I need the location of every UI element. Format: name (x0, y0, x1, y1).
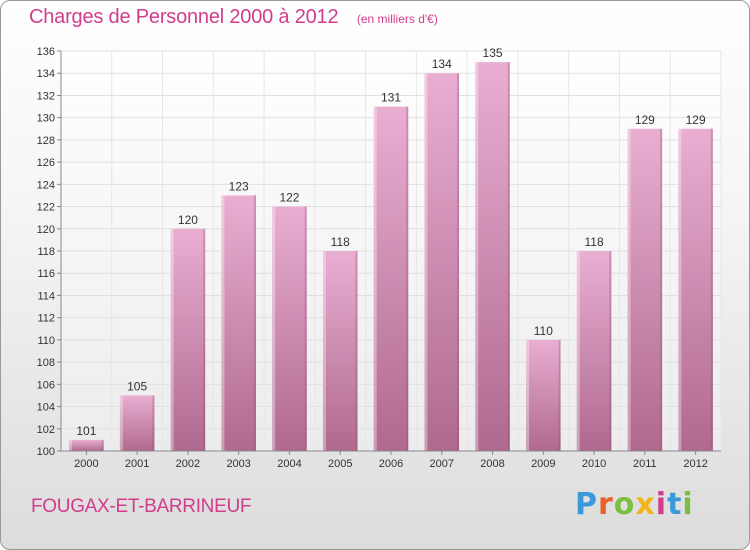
bar-shade (253, 195, 256, 451)
y-tick-label: 114 (37, 290, 55, 302)
logo-letter: x (635, 487, 656, 522)
bar-2012 (678, 128, 713, 451)
y-tick-label: 108 (37, 357, 55, 369)
y-tick-label: 128 (37, 135, 55, 147)
bar-highlight (576, 251, 580, 451)
bar-highlight (424, 73, 428, 451)
commune-name: FOUGAX-ET-BARRINEUF (31, 496, 252, 517)
x-tick-label: 2000 (74, 458, 98, 470)
chart-title: Charges de Personnel 2000 à 2012 (29, 6, 339, 28)
x-tick-label: 2012 (683, 458, 707, 470)
bar-highlight (322, 251, 326, 451)
y-tick-label: 100 (37, 446, 55, 458)
y-tick-label: 132 (37, 90, 55, 102)
bar-highlight (170, 228, 174, 451)
chart-subtitle: (en milliers d'€) (356, 12, 438, 26)
y-tick-label: 110 (37, 335, 55, 347)
y-tick-label: 118 (37, 246, 55, 258)
data-label-2005: 118 (331, 235, 350, 249)
data-label-2002: 120 (178, 213, 198, 227)
bar-highlight (69, 439, 73, 451)
bar-2000 (69, 439, 104, 451)
data-label-2007: 134 (432, 57, 452, 71)
bar-2006 (373, 106, 409, 452)
bar-shade (355, 251, 358, 451)
x-tick-label: 2003 (226, 458, 250, 470)
bar-2003 (221, 195, 256, 451)
bar-shade (304, 206, 307, 451)
proxiti-logo: Proxiti (575, 487, 694, 522)
data-label-2000: 101 (76, 424, 96, 438)
data-label-2010: 118 (585, 235, 604, 249)
x-tick-label: 2010 (582, 458, 606, 470)
logo-letter: o (613, 487, 636, 522)
bar-highlight (526, 339, 530, 451)
logo-letter: t (667, 487, 683, 522)
bar-2002 (170, 228, 206, 451)
y-tick-label: 106 (37, 379, 55, 391)
bar-2001 (119, 395, 155, 451)
bar-highlight (373, 106, 377, 452)
bar-shade (609, 251, 612, 451)
bar-shade (507, 62, 510, 451)
data-label-2006: 131 (381, 91, 401, 105)
y-tick-label: 124 (37, 179, 55, 191)
logo-letter: i (682, 487, 694, 522)
data-label-2009: 110 (534, 324, 553, 338)
x-tick-label: 2006 (379, 458, 403, 470)
logo-letter: i (655, 487, 668, 522)
bar-2009 (526, 339, 561, 451)
x-tick-label: 2004 (277, 458, 301, 470)
bar-highlight (221, 195, 225, 451)
bar-2011 (627, 128, 663, 451)
y-tick-label: 112 (37, 313, 55, 325)
data-label-2011: 129 (635, 113, 655, 127)
logo-letter: P (575, 487, 598, 522)
title-row: Charges de Personnel 2000 à 2012 (en mil… (29, 6, 438, 29)
bar-2010 (576, 251, 612, 451)
bar-shade (203, 228, 206, 451)
data-label-2004: 122 (279, 191, 299, 205)
bar-highlight (475, 62, 479, 451)
data-label-2012: 129 (686, 113, 706, 127)
logo-letter: r (598, 487, 614, 522)
bar-shade (152, 395, 155, 451)
bar-highlight (627, 128, 631, 451)
y-tick-label: 122 (37, 202, 55, 214)
x-tick-label: 2009 (531, 458, 555, 470)
bar-shade (660, 128, 663, 451)
y-tick-label: 104 (37, 402, 55, 414)
bar-shade (710, 128, 713, 451)
y-tick-label: 136 (37, 46, 55, 58)
y-tick-label: 134 (37, 68, 55, 80)
y-tick-label: 102 (37, 424, 55, 436)
bar-shade (406, 106, 409, 452)
bar-2007 (424, 73, 460, 451)
y-tick-label: 130 (37, 113, 55, 125)
bar-2008 (475, 62, 510, 451)
bar-highlight (119, 395, 123, 451)
data-label-2001: 105 (127, 379, 147, 393)
bar-2004 (272, 206, 307, 451)
x-tick-label: 2002 (176, 458, 200, 470)
x-tick-label: 2001 (125, 458, 149, 470)
x-tick-label: 2007 (430, 458, 454, 470)
y-tick-label: 116 (37, 268, 55, 280)
x-tick-label: 2008 (480, 458, 504, 470)
bar-shade (101, 439, 104, 451)
bar-highlight (678, 128, 682, 451)
bar-2005 (322, 251, 358, 451)
bar-shade (558, 339, 561, 451)
bar-highlight (272, 206, 276, 451)
data-label-2003: 123 (229, 179, 249, 193)
bar-shade (457, 73, 460, 451)
x-tick-label: 2005 (328, 458, 352, 470)
y-tick-label: 126 (37, 157, 55, 169)
x-tick-label: 2011 (633, 458, 657, 470)
y-tick-label: 120 (37, 224, 55, 236)
data-label-2008: 135 (483, 46, 503, 60)
